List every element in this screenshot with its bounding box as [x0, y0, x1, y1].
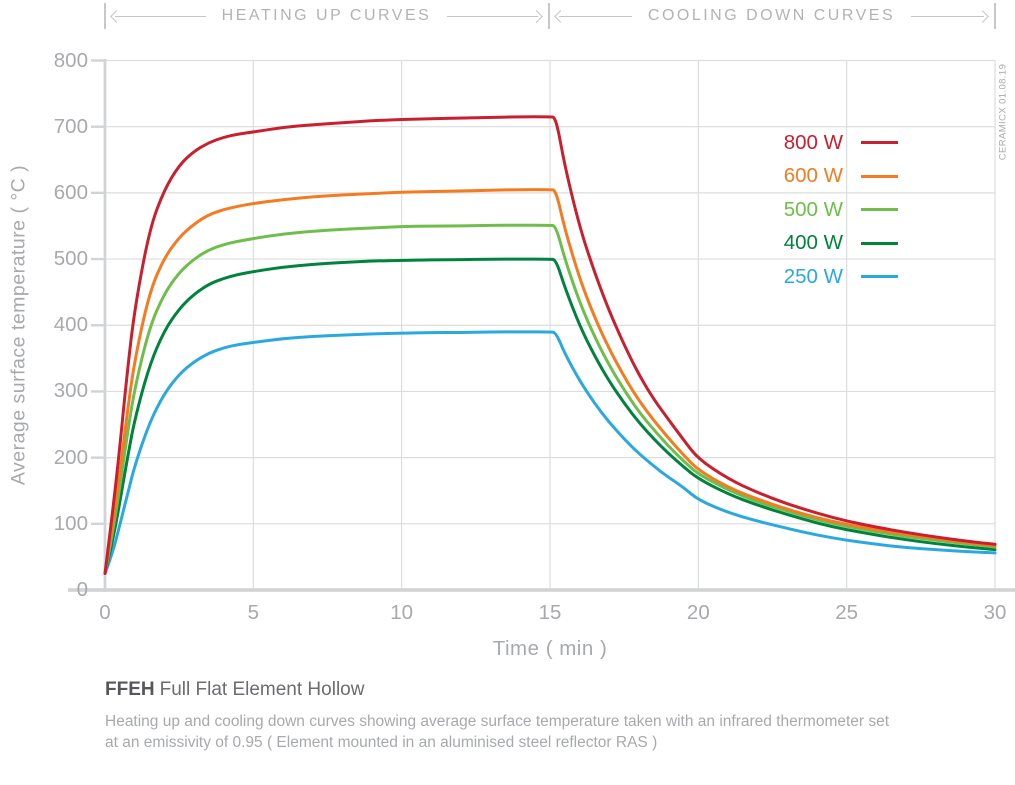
legend-line-swatch [861, 275, 898, 279]
legend-label: 400 W [783, 231, 843, 255]
arrow-right-icon [447, 9, 543, 23]
legend-line-swatch [861, 208, 898, 212]
legend-line-swatch [861, 141, 898, 145]
y-tick-label: 500 [53, 247, 88, 271]
x-tick-label: 25 [835, 601, 859, 624]
x-tick-label: 20 [686, 601, 710, 624]
curve-250w [103, 330, 997, 575]
cooling-phase-label: COOLING DOWN CURVES [647, 7, 896, 24]
arrow-left-icon [554, 9, 632, 23]
x-axis-title: Time ( min ) [492, 637, 608, 660]
y-tick-label: 100 [53, 511, 88, 535]
y-tick-label: 800 [53, 48, 88, 72]
footer: FFEH Full Flat Element Hollow Heating up … [105, 679, 1005, 753]
legend-label: 500 W [783, 197, 843, 221]
curve-800w [103, 115, 997, 575]
legend-label: 250 W [783, 264, 843, 288]
phase-divider-right [994, 3, 996, 29]
curve-400w [103, 257, 997, 575]
legend: 800 W 600 W 500 W 400 W 250 W [750, 126, 898, 294]
legend-row: 250 W [750, 260, 898, 294]
x-axis-line [68, 588, 1015, 592]
x-tick-label: 0 [99, 601, 111, 624]
y-tick-label: 0 [76, 578, 88, 601]
phase-divider-middle [548, 3, 550, 29]
y-tick-label: 600 [53, 180, 88, 204]
x-tick-label: 30 [983, 601, 1007, 624]
y-tick-label: 700 [53, 114, 88, 138]
x-tick-label: 5 [247, 601, 260, 624]
legend-line-swatch [861, 174, 898, 178]
arrow-right-icon [911, 9, 989, 23]
y-tick-label: 300 [53, 379, 88, 403]
curve-500w [103, 223, 997, 575]
heating-phase-header: HEATING UP CURVES [106, 3, 547, 29]
heating-phase-label: HEATING UP CURVES [221, 7, 432, 24]
x-tick-label: 10 [390, 601, 414, 624]
y-axis-line [103, 59, 107, 592]
product-name: Full Flat Element Hollow [159, 679, 365, 700]
legend-row: 800 W [750, 126, 898, 160]
y-tick-label: 400 [53, 313, 88, 337]
legend-row: 400 W [750, 227, 898, 261]
phase-divider-left [104, 3, 106, 29]
description-line: at an emissivity of 0.95 ( Element mount… [105, 734, 658, 751]
arrow-left-icon [110, 9, 206, 23]
x-tick-label: 15 [538, 601, 562, 624]
product-title: FFEH Full Flat Element Hollow [105, 679, 1005, 701]
product-code: FFEH [105, 679, 155, 700]
legend-line-swatch [861, 241, 898, 245]
chart-description: Heating up and cooling down curves showi… [105, 711, 1005, 753]
cooling-phase-header: COOLING DOWN CURVES [550, 3, 993, 29]
description-line: Heating up and cooling down curves showi… [105, 713, 890, 730]
legend-row: 500 W [750, 193, 898, 227]
legend-row: 600 W [750, 160, 898, 194]
y-tick-label: 200 [53, 445, 88, 469]
curve-600w [103, 188, 997, 575]
legend-label: 800 W [783, 130, 843, 154]
legend-label: 600 W [783, 164, 843, 188]
